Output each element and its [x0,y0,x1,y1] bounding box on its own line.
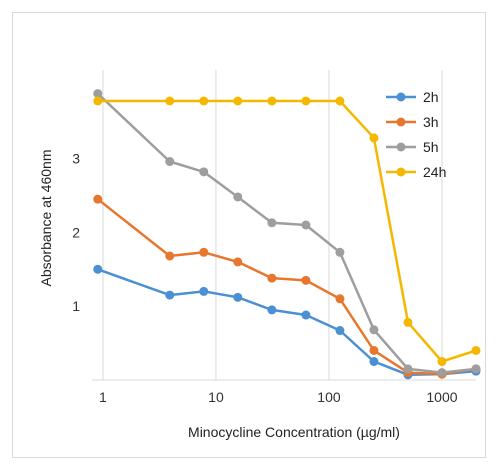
data-point-2h [93,264,103,274]
data-point-5h [335,247,345,257]
data-point-24h [301,96,311,106]
series-line-2h [97,268,477,377]
x-axis-label: Minocycline Concentration (µg/ml) [188,424,400,440]
data-point-5h [267,218,277,228]
data-point-2h [335,326,345,336]
chart-frame [12,12,486,458]
tick-labels: 1 10 100 1000 1 2 3 [72,151,458,405]
legend-label: 24h [423,164,446,180]
data-point-24h [437,357,447,367]
legend-swatch-marker [396,142,406,152]
x-tick-label: 1000 [426,389,457,405]
series-lines [93,89,481,380]
data-point-24h [369,133,379,143]
data-point-3h [369,345,379,355]
data-point-3h [267,273,277,283]
x-tick-label: 10 [208,389,224,405]
data-point-2h [267,305,277,315]
legend-item-3h: 3h [386,114,439,130]
data-point-5h [93,89,103,99]
data-point-3h [233,257,243,267]
data-point-2h [199,286,209,296]
y-tick-label: 3 [72,151,80,167]
series-2h [93,264,481,380]
data-point-2h [233,292,243,302]
data-point-5h [199,167,209,177]
y-axis-label: Absorbance at 460nm [38,150,54,287]
legend-label: 5h [423,139,439,155]
data-point-24h [93,96,103,106]
series-line-3h [97,198,477,376]
data-point-5h [369,325,379,335]
data-point-2h [369,357,379,367]
data-point-3h [93,194,103,204]
legend-item-24h: 24h [386,164,446,180]
legend-swatch-marker [396,167,406,177]
data-point-5h [233,192,243,202]
gridlines [92,70,476,381]
data-point-24h [233,96,243,106]
x-tick-label: 1 [99,389,107,405]
series-5h [93,89,481,378]
data-point-24h [403,317,413,327]
legend-swatch-marker [396,92,406,102]
data-point-3h [165,251,175,261]
data-point-24h [267,96,277,106]
data-point-24h [471,345,481,355]
data-point-2h [301,310,311,320]
series-line-5h [96,92,477,374]
data-point-2h [165,290,175,300]
data-point-3h [199,247,209,257]
data-point-24h [199,96,209,106]
data-point-5h [403,364,413,374]
data-point-5h [437,368,447,378]
legend-item-5h: 5h [386,139,439,155]
data-point-3h [301,275,311,285]
data-point-5h [301,220,311,230]
data-point-5h [165,157,175,167]
legend-label: 2h [423,89,439,105]
y-tick-label: 2 [72,224,80,240]
series-line-24h [97,99,477,363]
data-point-24h [165,96,175,106]
y-tick-label: 1 [72,298,80,314]
x-tick-label: 100 [317,389,341,405]
data-point-24h [335,96,345,106]
data-point-5h [471,364,481,374]
data-point-3h [335,294,345,304]
legend-swatch-marker [396,117,406,127]
series-24h [93,96,481,367]
legend: 2h 3h 5h 24h [386,89,446,180]
legend-label: 3h [423,114,439,130]
legend-item-2h: 2h [386,89,439,105]
series-3h [93,194,481,379]
